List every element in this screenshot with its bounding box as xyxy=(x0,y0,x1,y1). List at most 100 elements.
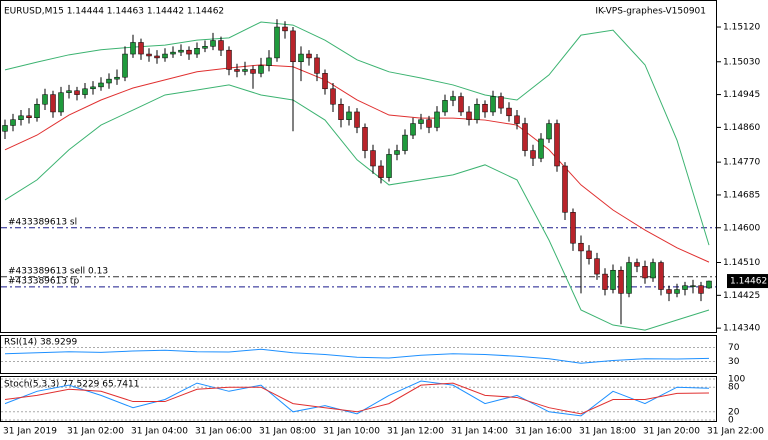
chart-title: EURUSD,M15 1.14444 1.14463 1.14442 1.144… xyxy=(4,7,224,17)
candle-body xyxy=(674,289,680,294)
candle-body xyxy=(114,76,120,80)
candle-body xyxy=(498,96,504,109)
candle-body xyxy=(562,165,568,213)
candle-body xyxy=(66,90,72,93)
candle-body xyxy=(306,53,312,59)
candle-body xyxy=(482,103,488,113)
candle-body xyxy=(330,88,336,105)
candle-body xyxy=(466,111,472,120)
indicator-line xyxy=(4,348,710,364)
panel-title: Stoch(5,3,3) 77.5229 65.7411 xyxy=(4,380,139,390)
candle-body xyxy=(50,94,56,113)
candle-body xyxy=(666,289,672,294)
last-price-box xyxy=(727,274,768,289)
y-tick-label: 20 xyxy=(728,407,740,417)
candle-body xyxy=(618,269,624,294)
candle-body xyxy=(266,57,272,66)
candle-body xyxy=(458,96,464,113)
candle-body xyxy=(34,103,40,118)
candle-body xyxy=(570,212,576,244)
indicator-line xyxy=(4,382,710,415)
candle-body xyxy=(698,285,704,294)
candle-body xyxy=(554,123,560,167)
x-tick-label: 31 Jan 2019 xyxy=(3,427,57,437)
candle-body xyxy=(442,100,448,113)
x-tick-label: 31 Jan 14:00 xyxy=(451,427,508,437)
stoch-frame xyxy=(0,376,717,422)
candle-body xyxy=(682,285,688,290)
rsi-frame xyxy=(0,335,717,374)
candle-body xyxy=(434,111,440,128)
y-tick-label: 1.14860 xyxy=(723,123,760,133)
candle-body xyxy=(370,150,376,167)
candle-body xyxy=(146,53,152,57)
candle-body xyxy=(18,115,24,120)
candle-body xyxy=(706,280,712,289)
candle-body xyxy=(178,49,184,53)
candle-body xyxy=(42,94,48,105)
candle-body xyxy=(610,269,616,290)
candle-body xyxy=(354,111,360,128)
candle-body xyxy=(410,123,416,136)
candle-body xyxy=(290,30,296,63)
y-tick-label: 1.14340 xyxy=(723,324,760,334)
candle-body xyxy=(154,55,160,59)
candle-body xyxy=(346,111,352,120)
candle-body xyxy=(282,26,288,32)
y-tick-label: 1.14945 xyxy=(723,90,760,100)
candle-body xyxy=(58,92,64,113)
candle-body xyxy=(138,42,144,55)
y-tick-label: 1.15030 xyxy=(723,57,760,67)
candle-body xyxy=(578,242,584,252)
candle-body xyxy=(522,123,528,151)
candle-body xyxy=(274,26,280,59)
candle-body xyxy=(122,53,128,78)
candle-body xyxy=(338,103,344,120)
x-tick-label: 31 Jan 18:00 xyxy=(579,427,636,437)
panel-title: RSI(14) 38.9299 xyxy=(4,338,77,348)
candle-body xyxy=(362,127,368,151)
candle-body xyxy=(506,107,512,117)
candle-body xyxy=(250,69,256,74)
candle-body xyxy=(170,51,176,55)
candle-body xyxy=(450,96,456,101)
candle-body xyxy=(474,103,480,120)
candle-body xyxy=(194,48,200,55)
candle-body xyxy=(650,262,656,279)
candle-body xyxy=(218,40,224,51)
candle-body xyxy=(642,266,648,279)
y-tick-label: 1.14770 xyxy=(723,158,760,168)
candle-body xyxy=(242,69,248,72)
y-tick-label: 30 xyxy=(728,357,740,367)
order-level-label: #433389613 sell 0.13 xyxy=(8,266,108,276)
indicator-line xyxy=(4,84,710,331)
candle-body xyxy=(530,150,536,159)
candle-body xyxy=(234,69,240,72)
candle-body xyxy=(202,46,208,49)
candle-body xyxy=(690,285,696,287)
candle-body xyxy=(82,88,88,95)
candle-body xyxy=(586,250,592,259)
candle-body xyxy=(658,262,664,290)
candle-body xyxy=(626,262,632,294)
x-tick-label: 31 Jan 10:00 xyxy=(323,427,380,437)
candle-body xyxy=(386,154,392,178)
candle-body xyxy=(298,53,304,63)
candle-body xyxy=(90,86,96,90)
indicator-line xyxy=(4,64,710,263)
y-tick-label: 1.14510 xyxy=(723,258,760,268)
y-tick-label: 1.14600 xyxy=(723,223,760,233)
candle-body xyxy=(378,165,384,178)
candle-body xyxy=(594,258,600,275)
candle-body xyxy=(74,90,80,95)
y-tick-label: 1.14425 xyxy=(723,291,760,301)
candle-body xyxy=(10,119,16,126)
candle-body xyxy=(258,65,264,74)
x-tick-label: 31 Jan 22:00 xyxy=(707,427,764,437)
order-level-label: #433389613 sl xyxy=(8,217,77,227)
candle-body xyxy=(538,138,544,159)
y-tick-label: 1.14685 xyxy=(723,190,760,200)
candle-body xyxy=(130,42,136,55)
candle-body xyxy=(634,262,640,267)
